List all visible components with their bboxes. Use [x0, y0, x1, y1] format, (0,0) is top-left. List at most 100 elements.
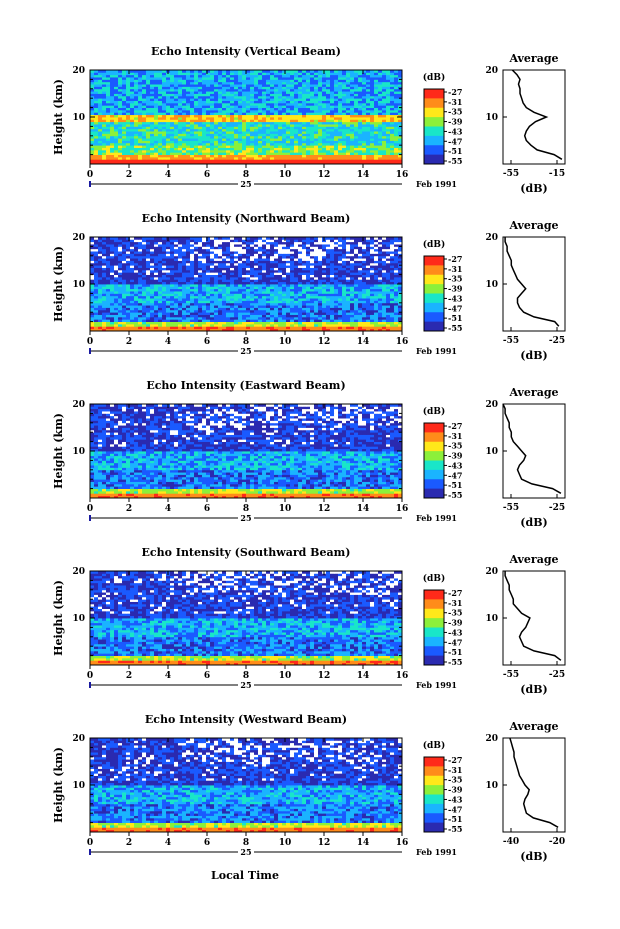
heatmap-cell	[270, 316, 275, 320]
heatmap-cell	[250, 105, 255, 108]
heatmap-cell	[242, 291, 247, 294]
heatmap-cell	[122, 98, 127, 101]
heatmap-cell	[262, 126, 267, 130]
heatmap-cell	[198, 77, 203, 80]
heatmap-cell	[386, 98, 391, 101]
heatmap-cell	[350, 156, 355, 160]
heatmap-cell	[318, 161, 323, 165]
heatmap-cell	[186, 156, 191, 160]
heatmap-cell	[370, 281, 375, 285]
heatmap-cell	[214, 319, 219, 322]
heatmap-cell	[350, 93, 355, 97]
heatmap-cell	[230, 314, 235, 318]
heatmap-cell	[98, 135, 103, 139]
heatmap-cell	[194, 100, 199, 104]
heatmap-cell	[122, 117, 127, 120]
heatmap-cell	[382, 114, 387, 118]
heatmap-cell	[146, 149, 151, 153]
heatmap-cell	[334, 117, 339, 120]
heatmap-cell	[134, 91, 139, 94]
heatmap-cell	[114, 121, 119, 125]
heatmap-cell	[214, 88, 219, 92]
heatmap-cell	[286, 279, 291, 283]
heatmap-cell	[278, 276, 283, 280]
heatmap-cell	[98, 91, 103, 94]
heatmap-cell	[114, 298, 119, 301]
heatmap-cell	[214, 79, 219, 83]
heatmap-cell	[254, 328, 259, 332]
heatmap-cell	[134, 284, 139, 287]
colorbar-swatch	[424, 89, 444, 99]
heatmap-cell	[350, 293, 355, 297]
heatmap-cell	[350, 140, 355, 144]
heatmap-cell	[326, 114, 331, 118]
heatmap-cell	[214, 95, 219, 99]
heatmap-cell	[206, 328, 211, 332]
heatmap-cell	[150, 102, 155, 106]
heatmap-cell	[190, 147, 195, 151]
heatmap-cell	[118, 128, 123, 132]
heatmap-cell	[126, 295, 131, 299]
heatmap-cell	[158, 300, 163, 304]
heatmap-cell	[134, 112, 139, 116]
heatmap-cell	[198, 131, 203, 134]
heatmap-cell	[290, 114, 295, 118]
heatmap-cell	[114, 286, 119, 290]
heatmap-cell	[150, 321, 155, 325]
heatmap-cell	[278, 81, 283, 85]
heatmap-cell	[154, 77, 159, 80]
heatmap-cell	[106, 140, 111, 144]
heatmap-cell	[282, 159, 287, 163]
heatmap-cell	[390, 131, 395, 134]
heatmap-cell	[382, 302, 387, 306]
heatmap-cell	[166, 86, 171, 90]
heatmap-cell	[314, 145, 319, 148]
heatmap-cell	[338, 147, 343, 151]
heatmap-cell	[338, 70, 343, 73]
heatmap-cell	[222, 140, 227, 144]
heatmap-cell	[214, 145, 219, 148]
heatmap-cell	[390, 149, 395, 153]
heatmap-cell	[390, 145, 395, 148]
heatmap-cell	[166, 309, 171, 313]
heatmap-cell	[266, 291, 271, 294]
heatmap-cell	[138, 284, 143, 287]
heatmap-cell	[126, 284, 131, 287]
heatmap-cell	[250, 305, 255, 308]
heatmap-cell	[222, 98, 227, 101]
heatmap-cell	[194, 131, 199, 134]
heatmap-cell	[238, 74, 243, 78]
heatmap-cell	[142, 293, 147, 297]
heatmap-cell	[238, 307, 243, 311]
heatmap-cell	[258, 142, 263, 146]
heatmap-cell	[138, 128, 143, 132]
heatmap-cell	[218, 70, 223, 73]
heatmap-cell	[294, 117, 299, 120]
heatmap-cell	[178, 81, 183, 85]
heatmap-cell	[278, 291, 283, 294]
heatmap-cell	[102, 109, 107, 113]
heatmap-cell	[302, 302, 307, 306]
heatmap-cell	[154, 112, 159, 116]
heatmap-cell	[314, 309, 319, 313]
heatmap-cell	[162, 291, 167, 294]
heatmap-cell	[390, 84, 395, 87]
heatmap-cell	[242, 326, 247, 330]
heatmap-cell	[250, 93, 255, 97]
heatmap-cell	[170, 326, 175, 330]
heatmap-cell	[174, 319, 179, 322]
heatmap-cell	[306, 121, 311, 125]
heatmap-cell	[158, 147, 163, 151]
heatmap-cell	[90, 95, 95, 99]
heatmap-cell	[158, 72, 163, 76]
heatmap-cell	[198, 109, 203, 113]
heatmap-cell	[194, 276, 199, 280]
heatmap-cell	[114, 154, 119, 158]
heatmap-cell	[286, 95, 291, 99]
heatmap-cell	[110, 107, 115, 111]
heatmap-cell	[386, 319, 391, 322]
heatmap-cell	[114, 316, 119, 320]
heatmap-cell	[222, 159, 227, 163]
heatmap-cell	[306, 93, 311, 97]
heatmap-cell	[274, 291, 279, 294]
